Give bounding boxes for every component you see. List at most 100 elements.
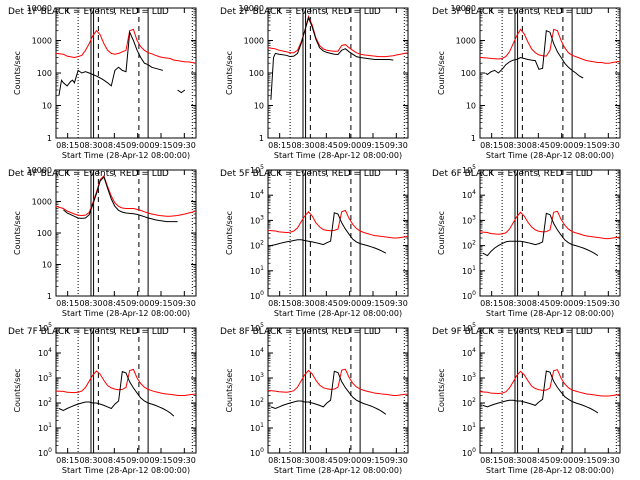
x-tick-label: 08:30 [503,299,526,308]
y-tick-label: 10 [466,102,476,111]
y-tick-label: 100 [250,447,264,458]
plot-frame [479,7,621,139]
y-tick-label: 101 [250,265,264,276]
y-tick-label: 1000 [244,37,264,46]
x-axis-label: Start Time (28-Apr-12 08:00:00) [274,309,402,318]
x-tick-label: 08:45 [527,299,550,308]
series-events-line [270,212,387,254]
y-tick-label: 105 [462,322,476,333]
y-tick-label: 100 [37,69,52,78]
x-axis-label: Start Time (28-Apr-12 08:00:00) [486,466,614,475]
x-tick-label: 08:45 [315,456,338,465]
y-axis-label: Counts/sec [13,368,22,412]
panel-title: Det 3F BLACK = Events, RED = LLD [432,7,593,17]
x-tick-label: 08:30 [503,141,526,150]
y-tick-label: 10000 [239,4,264,13]
x-tick-label: 09:00 [338,299,361,308]
panel-6: Det 6F BLACK = Events, RED = LLD 100 101 10… [432,164,621,318]
x-tick-label: 09:30 [173,299,196,308]
series-events-line [58,30,186,96]
x-tick-label: 09:15 [573,299,596,308]
plot-frame [267,169,409,297]
x-tick-label: 08:15 [268,456,291,465]
x-axis-label: Start Time (28-Apr-12 08:00:00) [486,309,614,318]
y-tick-label: 10000 [27,4,52,13]
series-lld-line [267,14,409,58]
panel-title: Det 4F BLACK = Events, RED = LLD [8,169,169,179]
x-tick-label: 09:30 [385,456,408,465]
panel-2: Det 2F BLACK = Events, RED = LLD 1 10 100 10… [220,4,409,160]
series-lld-line [55,368,197,396]
y-axis-label: Counts/sec [13,211,22,255]
x-tick-label: 08:45 [315,141,338,150]
x-tick-label: 08:15 [56,299,79,308]
x-tick-label: 08:45 [103,456,126,465]
y-tick-label: 1 [47,134,52,143]
y-tick-label: 101 [462,265,476,276]
panel-7: Det 7F BLACK = Events, RED = LLD 100 101 10… [8,322,197,475]
series-lld-line [267,368,409,396]
x-tick-label: 08:30 [291,141,314,150]
y-tick-label: 102 [250,397,264,408]
panel-title: Det 8F BLACK = Events, RED = LLD [220,327,381,337]
x-axis-label: Start Time (28-Apr-12 08:00:00) [274,151,402,160]
y-axis-label: Counts/sec [437,51,446,95]
y-tick-label: 100 [37,229,52,238]
y-tick-label: 10 [42,261,52,270]
panel-9: Det 9F BLACK = Events, RED = LLD 100 101 10… [432,322,621,475]
panel-4: Det 4F BLACK = Events, RED = LLD 1 10 100 10… [8,166,197,318]
x-tick-label: 09:00 [550,456,573,465]
panel-title: Det 9F BLACK = Events, RED = LLD [432,327,593,337]
x-tick-label: 09:30 [597,299,620,308]
y-tick-label: 10 [42,102,52,111]
x-tick-label: 09:00 [550,299,573,308]
x-tick-label: 09:15 [573,141,596,150]
y-axis-label: Counts/sec [225,211,234,255]
series-lld-line [55,28,197,64]
y-axis-label: Counts/sec [437,368,446,412]
x-tick-label: 09:30 [173,141,196,150]
y-axis-label: Counts/sec [225,368,234,412]
x-tick-label: 09:00 [550,141,573,150]
panel-3: Det 3F BLACK = Events, RED = LLD 1 10 100 10… [432,4,621,160]
series-events-line [482,212,599,257]
plot-frame [267,327,409,454]
y-tick-label: 10 [254,102,264,111]
y-tick-label: 104 [250,347,264,358]
x-axis-label: Start Time (28-Apr-12 08:00:00) [486,151,614,160]
x-tick-label: 08:30 [79,141,102,150]
x-tick-label: 09:15 [149,456,172,465]
x-tick-label: 08:15 [268,141,291,150]
y-tick-label: 105 [250,322,264,333]
y-tick-label: 103 [38,372,52,383]
y-tick-label: 1 [259,134,264,143]
y-tick-label: 1000 [32,198,52,207]
y-tick-label: 104 [462,347,476,358]
y-tick-label: 103 [462,214,476,225]
x-tick-label: 09:15 [361,456,384,465]
x-axis-label: Start Time (28-Apr-12 08:00:00) [62,466,190,475]
y-tick-label: 105 [38,322,52,333]
panel-title: Det 1F BLACK = Events, RED = LLD [8,7,169,17]
x-tick-label: 08:30 [79,456,102,465]
y-tick-label: 102 [462,240,476,251]
y-tick-label: 102 [462,397,476,408]
y-axis-label: Counts/sec [437,211,446,255]
panel-title: Det 6F BLACK = Events, RED = LLD [432,169,593,179]
x-tick-label: 08:30 [291,299,314,308]
series-lld-line [267,209,409,239]
y-tick-label: 101 [462,422,476,433]
panel-1: Det 1F BLACK = Events, RED = LLD 1 10 100 10… [8,4,197,160]
series-lld-line [479,28,621,64]
x-tick-label: 08:30 [291,456,314,465]
series-lld-line [479,210,621,240]
x-tick-label: 09:15 [573,456,596,465]
x-tick-label: 09:15 [361,141,384,150]
x-tick-label: 09:15 [149,299,172,308]
y-tick-label: 100 [250,290,264,301]
y-tick-label: 105 [250,164,264,175]
x-tick-label: 09:30 [385,299,408,308]
y-tick-label: 103 [250,214,264,225]
x-tick-label: 09:00 [126,299,149,308]
